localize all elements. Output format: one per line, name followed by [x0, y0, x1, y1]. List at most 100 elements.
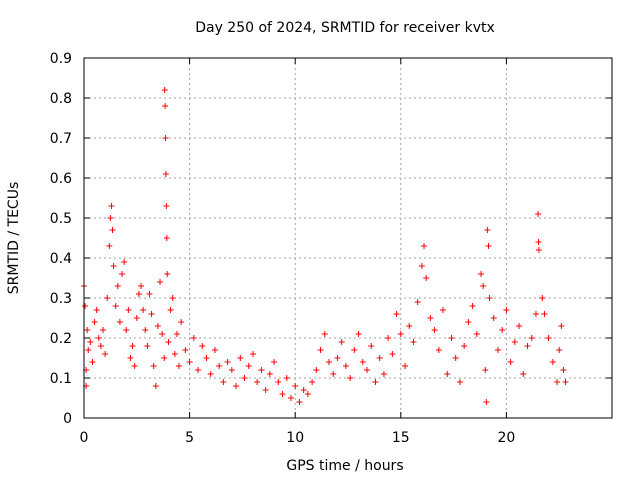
- data-point: [157, 279, 164, 285]
- data-point: [342, 363, 349, 369]
- data-point: [93, 307, 100, 313]
- data-point: [82, 303, 89, 309]
- data-point: [549, 359, 556, 365]
- data-point: [176, 363, 183, 369]
- data-point: [271, 359, 278, 365]
- data-point: [486, 295, 493, 301]
- data-point: [249, 351, 256, 357]
- data-point: [535, 211, 542, 217]
- data-point: [84, 327, 91, 333]
- data-point: [237, 355, 244, 361]
- data-point: [372, 379, 379, 385]
- data-point: [535, 247, 542, 253]
- data-point: [211, 347, 218, 353]
- data-point: [516, 323, 523, 329]
- data-point: [338, 339, 345, 345]
- data-point: [133, 315, 140, 321]
- data-point: [108, 203, 115, 209]
- data-point: [364, 367, 371, 373]
- data-point: [162, 135, 169, 141]
- data-point: [123, 327, 130, 333]
- data-point: [473, 331, 480, 337]
- data-point: [125, 307, 132, 313]
- data-point: [296, 399, 303, 405]
- data-point: [207, 371, 214, 377]
- data-point: [119, 271, 126, 277]
- data-point: [142, 327, 149, 333]
- data-point: [173, 331, 180, 337]
- data-point: [355, 331, 362, 337]
- data-point: [330, 371, 337, 377]
- x-tick-label: 10: [286, 430, 304, 446]
- y-tick-label: 0.9: [50, 51, 72, 67]
- data-point: [233, 383, 240, 389]
- data-point: [154, 323, 161, 329]
- data-point: [483, 399, 490, 405]
- data-point: [406, 323, 413, 329]
- data-point: [162, 103, 169, 109]
- data-point: [562, 379, 569, 385]
- data-point: [456, 379, 463, 385]
- data-point: [351, 347, 358, 353]
- y-tick-label: 0.3: [50, 291, 72, 307]
- data-point: [469, 303, 476, 309]
- data-point: [524, 343, 531, 349]
- y-axis: 0 0.1 0.2 0.3 0.4 0.5 0.6 0.7 0.8 0.9: [50, 51, 612, 427]
- data-point: [167, 307, 174, 313]
- data-point: [150, 363, 157, 369]
- data-point: [258, 367, 265, 373]
- data-point: [368, 343, 375, 349]
- data-point: [114, 283, 121, 289]
- data-point: [397, 331, 404, 337]
- data-point: [414, 299, 421, 305]
- data-point: [245, 363, 252, 369]
- x-axis-label: GPS time / hours: [286, 458, 403, 474]
- data-points: [81, 87, 569, 405]
- data-point: [325, 359, 332, 365]
- data-point: [129, 343, 136, 349]
- data-point: [435, 347, 442, 353]
- data-point: [484, 227, 491, 233]
- data-point: [393, 311, 400, 317]
- grid-lines: [84, 58, 612, 418]
- data-point: [140, 307, 147, 313]
- x-tick-label: 5: [185, 430, 194, 446]
- data-point: [292, 383, 299, 389]
- data-point: [224, 359, 231, 365]
- data-point: [389, 351, 396, 357]
- plot-frame: [83, 57, 613, 419]
- data-point: [107, 215, 114, 221]
- data-point: [431, 327, 438, 333]
- data-point: [104, 295, 111, 301]
- data-point: [532, 311, 539, 317]
- data-point: [100, 327, 107, 333]
- data-point: [110, 263, 117, 269]
- data-point: [262, 387, 269, 393]
- chart-title: Day 250 of 2024, SRMTID for receiver kvt…: [195, 20, 495, 36]
- data-point: [440, 307, 447, 313]
- data-point: [402, 363, 409, 369]
- data-point: [558, 323, 565, 329]
- data-point: [287, 395, 294, 401]
- y-tick-label: 0.6: [50, 171, 72, 187]
- data-point: [499, 327, 506, 333]
- data-point: [452, 355, 459, 361]
- data-point: [164, 271, 171, 277]
- data-point: [178, 319, 185, 325]
- data-point: [535, 239, 542, 245]
- data-point: [461, 343, 468, 349]
- data-point: [186, 359, 193, 365]
- data-point: [220, 379, 227, 385]
- y-tick-label: 0.1: [50, 371, 72, 387]
- data-point: [448, 335, 455, 341]
- data-point: [385, 335, 392, 341]
- data-point: [313, 367, 320, 373]
- y-tick-label: 0.5: [50, 211, 72, 227]
- data-point: [490, 315, 497, 321]
- data-point: [116, 319, 123, 325]
- data-point: [528, 335, 535, 341]
- data-point: [144, 343, 151, 349]
- data-point: [539, 295, 546, 301]
- data-point: [121, 259, 128, 265]
- data-point: [520, 371, 527, 377]
